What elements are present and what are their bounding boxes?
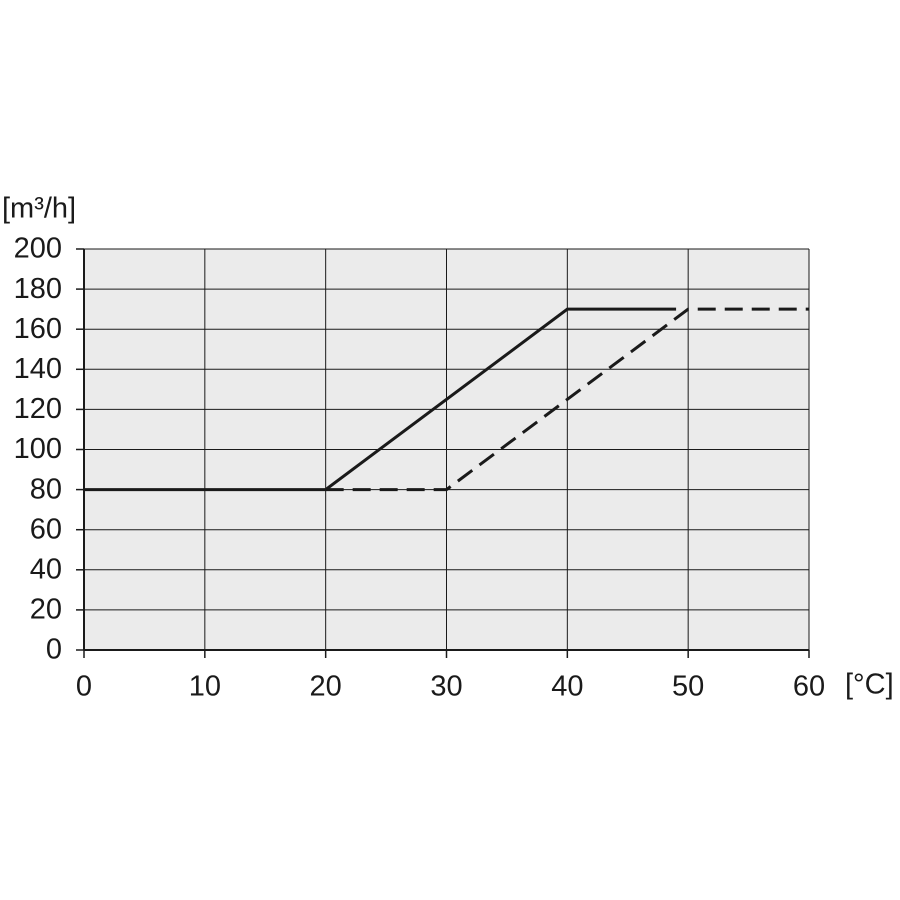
x-tick-label: 10 — [189, 671, 221, 703]
x-tick-label: 0 — [76, 671, 92, 703]
y-tick-label: 40 — [30, 553, 62, 585]
y-tick-label: 120 — [14, 393, 62, 425]
x-tick-label: 40 — [551, 671, 583, 703]
x-tick-label: 20 — [310, 671, 342, 703]
series-line — [325, 307, 809, 492]
y-tick-label: 140 — [14, 353, 62, 385]
series-line — [84, 307, 677, 492]
x-tick-label: 60 — [793, 671, 825, 703]
y-tick-label: 60 — [30, 513, 62, 545]
y-axis-label: [m³/h] — [2, 193, 76, 225]
y-tick-label: 100 — [14, 433, 62, 465]
y-tick-label: 160 — [14, 313, 62, 345]
y-tick-label: 80 — [30, 473, 62, 505]
y-tick-label: 20 — [30, 594, 62, 626]
x-axis-label: [°C] — [845, 669, 894, 701]
x-tick-label: 30 — [430, 671, 462, 703]
y-tick-label: 180 — [14, 273, 62, 305]
y-tick-label: 200 — [14, 233, 62, 265]
y-tick-label: 0 — [46, 634, 62, 666]
x-tick-label: 50 — [672, 671, 704, 703]
